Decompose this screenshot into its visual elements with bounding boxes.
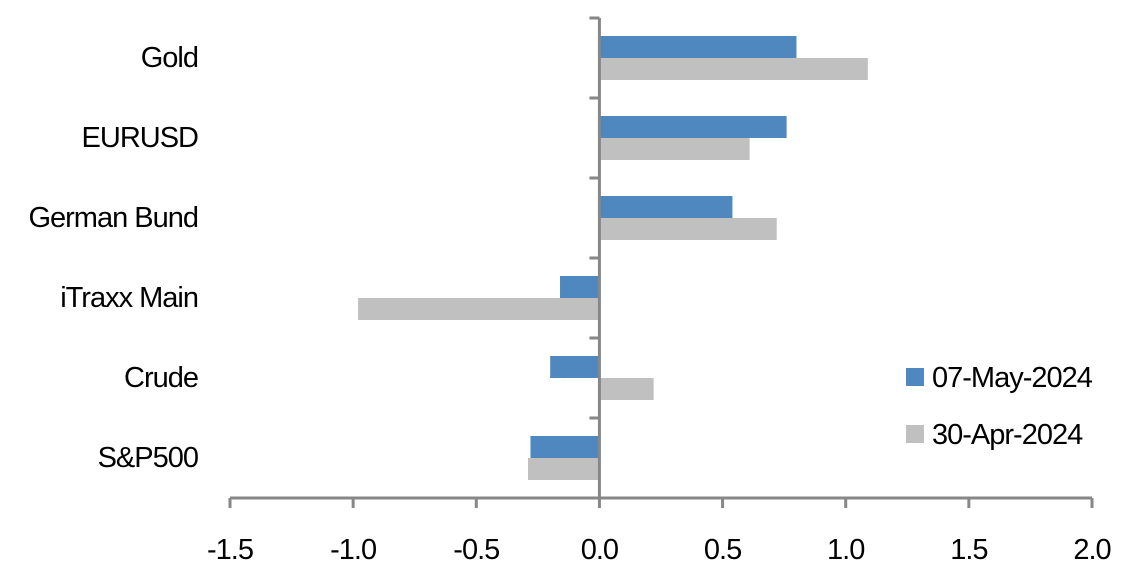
- category-label: German Bund: [28, 202, 198, 234]
- x-tick-label: -0.5: [453, 534, 499, 566]
- x-tick-label: -1.5: [207, 534, 253, 566]
- legend-label: 30-Apr-2024: [932, 419, 1083, 451]
- bar-itraxx-main-30-apr: [358, 298, 600, 320]
- bar-itraxx-main-07-may: [560, 276, 600, 298]
- bar-gold-07-may: [599, 36, 797, 58]
- legend-swatch: [906, 368, 924, 386]
- x-tick-label: -1.0: [330, 534, 376, 566]
- legend-label: 07-May-2024: [932, 362, 1093, 394]
- x-tick-label: 0.0: [581, 534, 618, 566]
- bar-eurusd-07-may: [599, 116, 787, 138]
- x-tick-label: 1.5: [950, 534, 987, 566]
- category-label: Crude: [124, 362, 198, 394]
- bar-crude-07-may: [550, 356, 600, 378]
- x-tick-label: 0.5: [704, 534, 741, 566]
- bar-s-p500-30-apr: [528, 458, 600, 480]
- x-tick-label: 1.0: [827, 534, 864, 566]
- legend-swatch: [906, 425, 924, 443]
- legend: 07-May-2024 30-Apr-2024: [906, 362, 1094, 451]
- category-label: iTraxx Main: [60, 282, 198, 314]
- x-tick-label: 2.0: [1073, 534, 1110, 566]
- bar-s-p500-07-may: [530, 436, 600, 458]
- bar-german-bund-30-apr: [599, 218, 777, 240]
- category-label: S&P500: [98, 442, 198, 474]
- bar-eurusd-30-apr: [599, 138, 750, 160]
- bar-crude-30-apr: [599, 378, 654, 400]
- bar-german-bund-07-may: [599, 196, 733, 218]
- category-label: Gold: [141, 42, 198, 74]
- category-label: EURUSD: [82, 122, 199, 154]
- bar-gold-30-apr: [599, 58, 868, 80]
